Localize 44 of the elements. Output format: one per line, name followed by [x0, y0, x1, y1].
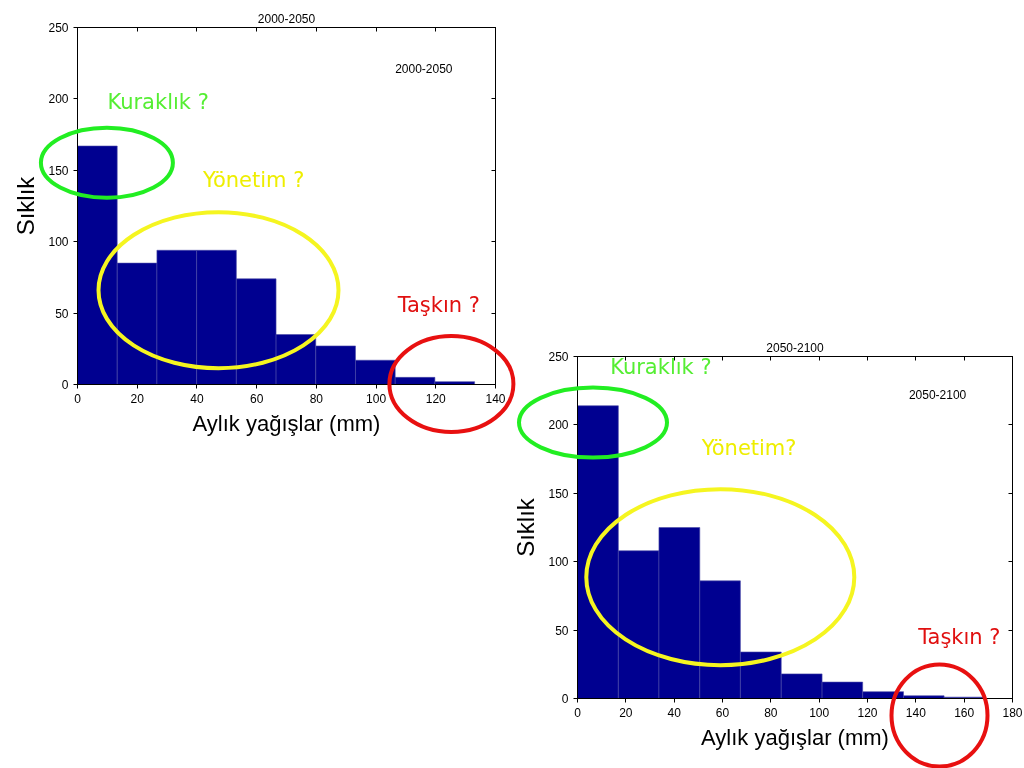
y-tick-label: 200	[548, 418, 569, 433]
annotation: 2050-2100	[908, 388, 967, 403]
y-axis-title: Sıklık	[12, 175, 40, 236]
annotation: Yönetim?	[700, 436, 797, 461]
x-tick-label: 100	[366, 391, 387, 406]
y-axis-title: Sıklık	[512, 497, 540, 557]
y-tick-label: 100	[48, 235, 69, 250]
x-tick-label: 80	[764, 705, 778, 720]
x-tick-label: 120	[425, 391, 447, 406]
annotation: Taşkın ?	[396, 292, 480, 317]
x-tick-label: 40	[667, 705, 682, 720]
x-tick-label: 20	[130, 391, 145, 406]
x-tick-label: 160	[954, 705, 975, 720]
x-tick-label: 20	[619, 705, 633, 720]
x-tick-label: 140	[905, 705, 927, 720]
x-tick-label: 60	[249, 391, 264, 406]
y-tick-label: 0	[61, 378, 69, 392]
y-tick-label: 50	[55, 306, 69, 321]
annotation: Kuraklık ?	[610, 355, 712, 380]
annotation: Kuraklık ?	[107, 89, 209, 114]
x-tick-label: 0	[74, 391, 82, 406]
x-tick-label: 0	[574, 705, 582, 720]
x-axis-title: Aylık yağışlar (mm)	[192, 410, 381, 436]
annotation: Taşkın ?	[917, 624, 1001, 649]
y-tick-label: 150	[548, 486, 569, 501]
y-tick-label: 100	[548, 555, 569, 570]
y-tick-label: 150	[48, 163, 69, 178]
chart-title: 2050-2100	[766, 340, 825, 355]
x-tick-label: 120	[857, 705, 878, 720]
x-tick-label: 180	[1002, 705, 1023, 720]
x-axis-title: Aylık yağışlar (mm)	[701, 724, 889, 750]
y-tick-label: 200	[48, 92, 69, 107]
annotation: 2000-2050	[395, 62, 453, 77]
y-tick-label: 50	[555, 623, 569, 638]
chart-title: 2000-2050	[257, 11, 316, 26]
x-tick-label: 140	[485, 391, 506, 406]
x-tick-label: 40	[190, 391, 204, 406]
y-tick-label: 0	[561, 692, 569, 706]
x-tick-label: 60	[715, 705, 730, 720]
x-tick-label: 100	[809, 705, 830, 720]
y-tick-label: 250	[48, 21, 69, 35]
annotation: Yönetim ?	[201, 168, 305, 193]
x-tick-label: 80	[309, 391, 324, 406]
y-tick-label: 250	[548, 350, 569, 364]
